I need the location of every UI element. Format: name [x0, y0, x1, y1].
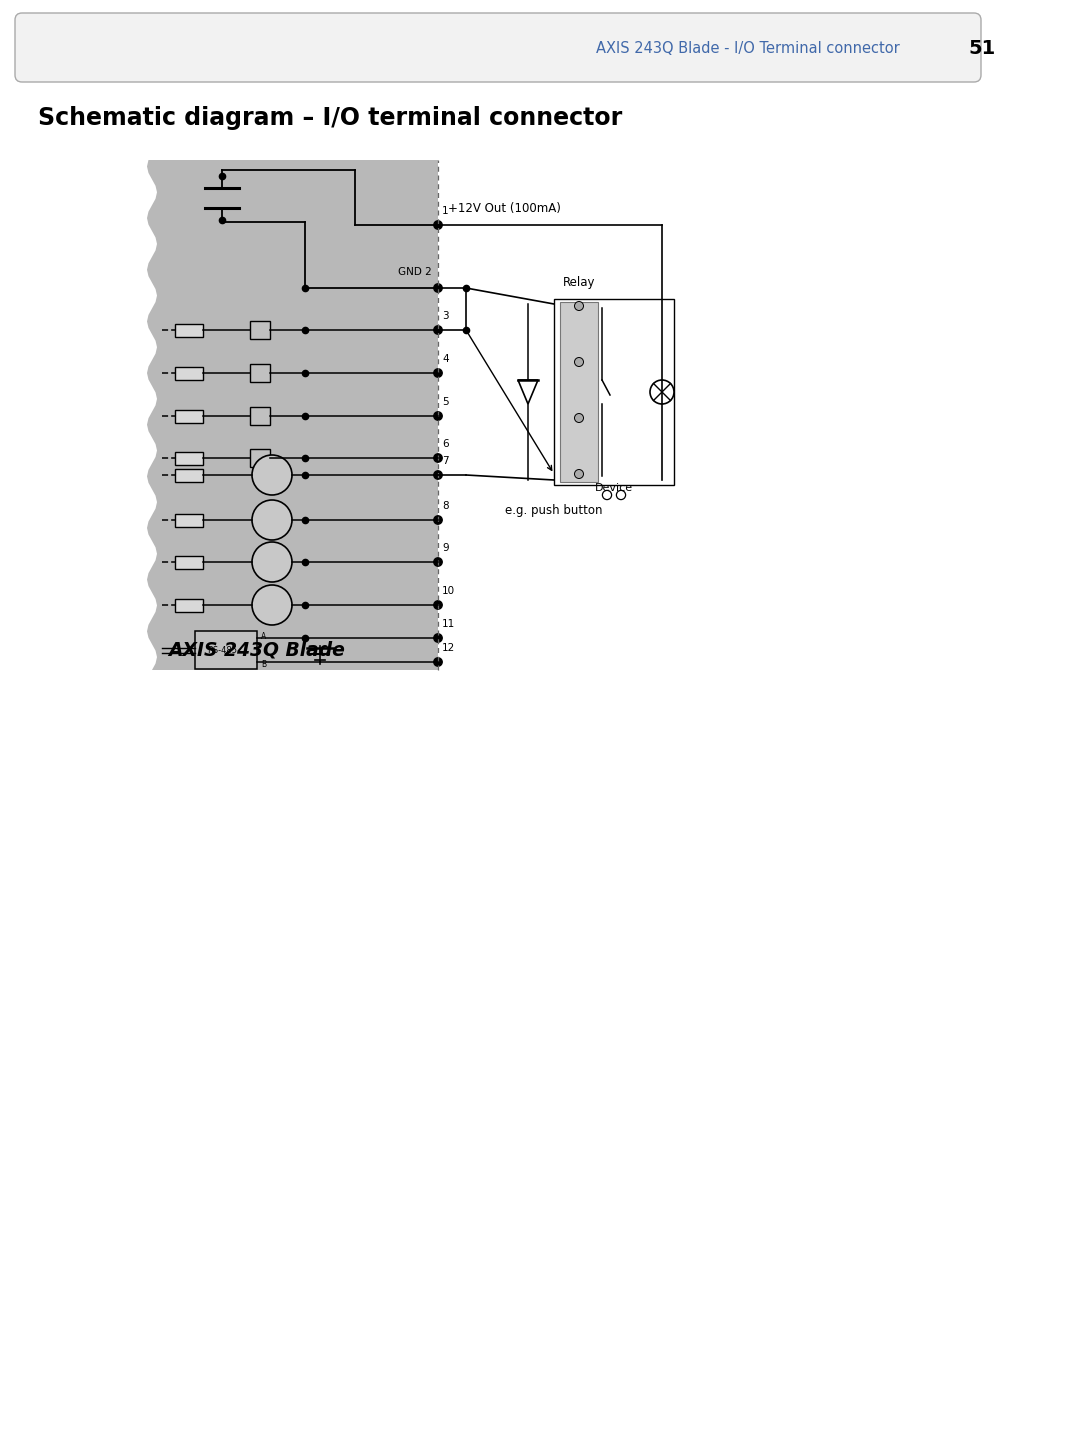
- Circle shape: [434, 601, 442, 609]
- Circle shape: [434, 516, 442, 525]
- Text: 1: 1: [442, 206, 448, 216]
- Circle shape: [434, 283, 442, 292]
- Circle shape: [434, 658, 442, 666]
- Circle shape: [434, 558, 442, 566]
- Polygon shape: [518, 380, 538, 405]
- Text: 7: 7: [442, 456, 448, 466]
- Text: 12: 12: [442, 644, 456, 654]
- Text: RS-485: RS-485: [207, 645, 237, 655]
- Circle shape: [252, 585, 292, 625]
- Circle shape: [434, 470, 442, 479]
- Circle shape: [603, 490, 611, 499]
- Circle shape: [575, 469, 583, 479]
- Circle shape: [252, 542, 292, 582]
- Text: 11: 11: [442, 619, 456, 629]
- FancyBboxPatch shape: [175, 323, 203, 336]
- Text: GND 2: GND 2: [399, 267, 432, 277]
- FancyBboxPatch shape: [175, 555, 203, 569]
- FancyBboxPatch shape: [175, 452, 203, 465]
- Text: e.g. push button: e.g. push button: [505, 503, 603, 516]
- Text: AXIS 243Q Blade: AXIS 243Q Blade: [168, 641, 345, 659]
- FancyBboxPatch shape: [15, 13, 981, 82]
- Circle shape: [434, 412, 442, 420]
- FancyBboxPatch shape: [175, 469, 203, 482]
- FancyBboxPatch shape: [175, 366, 203, 379]
- FancyBboxPatch shape: [175, 409, 203, 422]
- Text: Schematic diagram – I/O terminal connector: Schematic diagram – I/O terminal connect…: [38, 106, 622, 130]
- Text: 10: 10: [442, 586, 455, 596]
- Circle shape: [434, 326, 442, 335]
- FancyBboxPatch shape: [249, 408, 270, 425]
- Text: B: B: [261, 659, 266, 668]
- Circle shape: [434, 369, 442, 378]
- Circle shape: [575, 358, 583, 366]
- Text: Device: Device: [595, 483, 633, 493]
- Circle shape: [434, 220, 442, 229]
- Circle shape: [575, 302, 583, 310]
- Circle shape: [650, 380, 674, 405]
- Text: 6: 6: [442, 439, 448, 449]
- FancyBboxPatch shape: [175, 599, 203, 612]
- Circle shape: [617, 490, 625, 499]
- FancyBboxPatch shape: [249, 449, 270, 468]
- Text: A: A: [261, 632, 267, 641]
- FancyBboxPatch shape: [561, 302, 598, 482]
- Circle shape: [252, 500, 292, 541]
- Text: 51: 51: [969, 39, 996, 57]
- Text: 9: 9: [442, 543, 448, 553]
- Text: Relay: Relay: [563, 276, 595, 289]
- Text: 4: 4: [442, 355, 448, 365]
- Circle shape: [434, 633, 442, 642]
- Text: AXIS 243Q Blade - I/O Terminal connector: AXIS 243Q Blade - I/O Terminal connector: [596, 40, 900, 56]
- Text: 5: 5: [442, 398, 448, 408]
- Text: +12V Out (100mA): +12V Out (100mA): [448, 202, 561, 214]
- Circle shape: [575, 413, 583, 422]
- Circle shape: [252, 455, 292, 495]
- FancyBboxPatch shape: [175, 513, 203, 526]
- Text: 3: 3: [442, 310, 448, 320]
- Polygon shape: [147, 160, 438, 671]
- Circle shape: [434, 453, 442, 462]
- FancyBboxPatch shape: [195, 631, 257, 669]
- FancyBboxPatch shape: [249, 365, 270, 382]
- Text: 8: 8: [442, 500, 448, 511]
- FancyBboxPatch shape: [249, 320, 270, 339]
